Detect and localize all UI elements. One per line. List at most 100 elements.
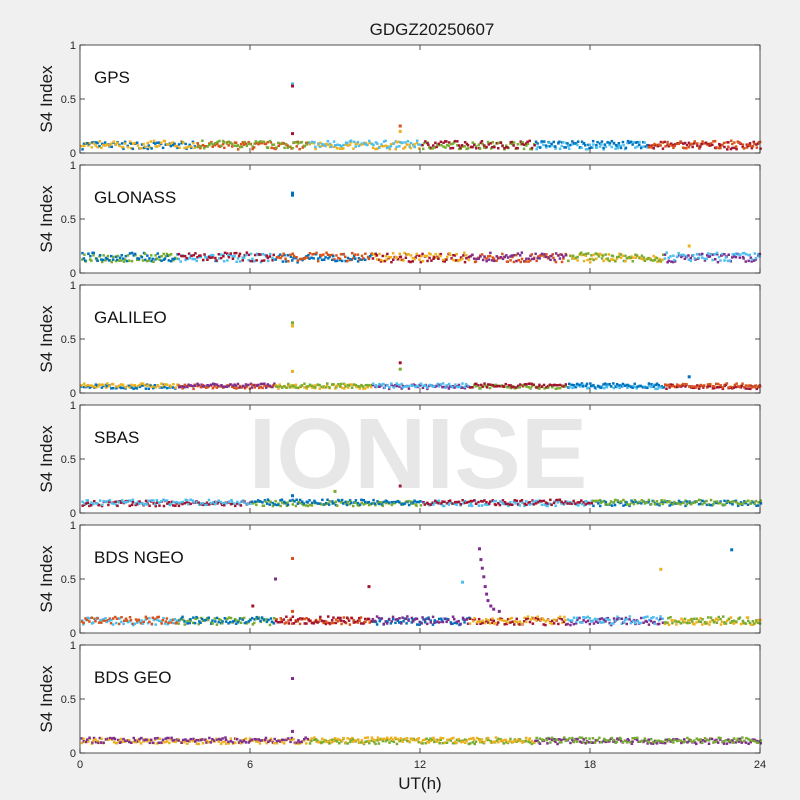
data-point [384,739,387,743]
data-point [234,384,238,387]
data-point [751,620,755,623]
data-point [227,144,230,147]
data-point [528,737,532,740]
data-point [195,742,199,745]
data-point [371,383,375,387]
data-point [671,260,675,264]
data-point [199,254,202,257]
plot-area [80,285,760,393]
data-point [275,618,278,621]
data-point [528,741,532,744]
data-point [265,384,268,388]
data-point [221,385,224,388]
data-point [97,385,100,388]
data-point [621,254,625,258]
data-point [455,622,459,625]
data-point [548,383,552,386]
data-point [663,741,667,745]
data-point [527,386,531,389]
data-point [513,499,517,502]
data-point [538,257,541,260]
data-point [130,251,134,255]
data-point [197,254,201,257]
data-point [363,736,367,740]
data-point [463,251,466,254]
data-point [606,141,609,144]
data-point [738,502,741,506]
data-point [535,259,538,263]
data-point [281,386,284,389]
data-point [322,253,325,256]
data-point [669,740,672,743]
data-point [457,383,461,387]
y-tick-label: 0.5 [61,694,76,706]
data-point [670,144,673,147]
data-point [348,499,352,502]
data-point [606,616,610,620]
data-point [449,621,452,624]
data-point [197,145,201,148]
data-point [170,142,173,145]
data-point [716,618,720,622]
data-point [101,258,105,262]
data-point [150,254,153,257]
data-point [289,253,292,256]
data-point [128,738,131,742]
data-point [352,504,355,508]
data-point [142,740,145,743]
data-point [481,741,484,744]
data-point [291,259,294,262]
data-point [314,738,318,741]
data-point [457,147,461,151]
data-point [357,738,360,742]
data-point [646,386,649,389]
data-point [670,385,673,388]
data-point [612,622,615,625]
data-point [489,739,492,743]
data-point [531,257,534,261]
data-point [83,144,86,148]
data-point [516,252,520,255]
data-point [360,501,363,505]
data-point [560,500,563,504]
data-point [334,387,337,390]
data-point [532,257,535,260]
data-point [374,384,378,387]
data-point [653,620,656,624]
data-point [650,146,653,149]
data-point [630,255,633,258]
data-point [474,385,478,388]
data-point [238,260,242,263]
data-point [753,142,756,145]
data-point [709,498,713,502]
data-point [338,258,342,262]
data-point [756,504,760,507]
data-point [750,386,754,389]
data-point [271,385,274,389]
data-point [591,737,595,740]
data-point [119,501,123,504]
data-point [628,740,632,744]
data-point [338,738,341,742]
data-point [390,739,394,743]
data-point [235,502,239,505]
data-point [106,257,109,261]
data-point [207,255,211,259]
data-point [346,260,349,263]
data-point [394,736,397,739]
data-point [723,253,726,256]
data-point [340,145,343,148]
data-point [463,385,467,389]
data-point [713,619,716,623]
data-point [461,386,464,389]
data-point [727,740,731,743]
data-point [661,502,665,506]
data-point [474,260,478,263]
data-point [559,253,562,256]
data-point [378,619,381,623]
data-point [385,500,389,503]
data-point [584,620,588,624]
data-point [311,140,314,144]
